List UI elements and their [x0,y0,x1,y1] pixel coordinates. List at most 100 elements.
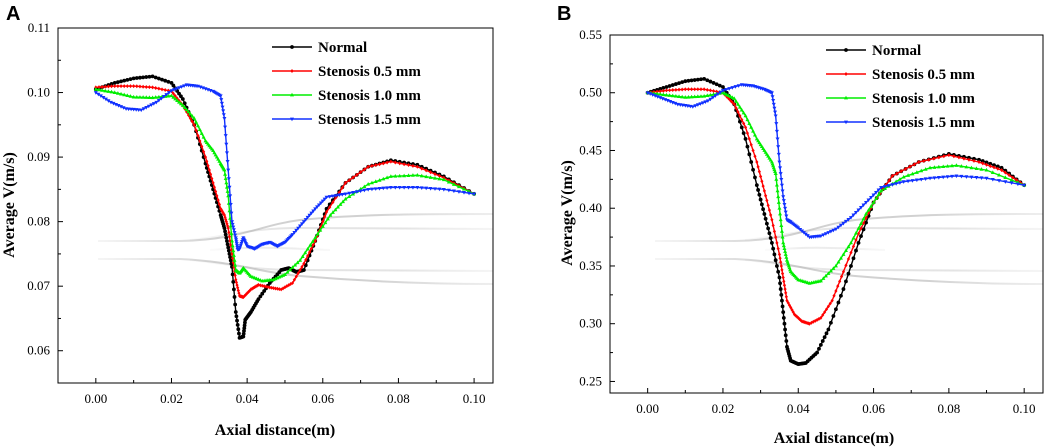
panel-a-data-point [182,84,187,88]
panel-a-data-point [106,84,111,89]
panel-b-data-point [954,174,959,179]
panel-a-data-point [206,163,210,168]
panel-a-axes-frame [57,27,494,384]
panel-a-data-point [327,195,332,199]
panel-a-data-point [159,96,164,101]
panel-b-data-point [702,76,707,81]
panel-b-data-point [775,137,780,142]
panel-a-y-tick-label: 0.06 [27,343,50,358]
panel-a-data-point [113,84,117,89]
panel-a-data-point [198,138,202,143]
panel-b-data-point [844,279,848,284]
panel-b-data-point [779,260,783,265]
panel-a-data-point [300,254,305,258]
panel-b-data-point [773,110,778,115]
panel-b-data-point [781,243,786,248]
panel-b-data-point [932,176,937,181]
panel-b-data-point [914,178,919,183]
panel-a-data-point [295,260,300,265]
panel-b-data-point [784,339,789,343]
panel-a-data-point [119,105,124,109]
panel-b-data-point [818,278,823,283]
panel-b-y-tick-label: 0.35 [579,258,602,273]
panel-a-data-point [226,245,231,250]
panel-b-data-point [658,89,662,94]
panel-b-data-point [775,240,779,245]
panel-b-data-point [770,240,774,245]
panel-b-data-point [1003,175,1008,180]
panel-a-data-point [135,84,139,89]
panel-a-data-point [128,84,133,89]
panel-b-data-point [899,169,903,174]
panel-a-x-tick-label: 0.06 [311,391,334,406]
panel-a-data-point [223,172,228,176]
panel-b-data-point [828,268,833,273]
panel-b-data-point [667,93,672,97]
panel-a-data-point [112,80,117,85]
panel-b-data-point [1011,175,1015,180]
panel-a-legend-label: Stenosis 1.5 mm [318,112,421,128]
panel-b-legend-marker [844,95,848,100]
panel-b-data-point [778,281,782,286]
panel-a-data-point [441,177,446,182]
panel-b-data-point [768,236,773,240]
panel-b-data-point [658,92,663,96]
panel-a-data-point [190,114,195,118]
panel-b-data-point [759,174,763,179]
panel-a-data-point [225,189,230,193]
panel-b-data-point [962,156,966,161]
panel-b-data-point [936,164,941,169]
panel-a-x-tick-label: 0.08 [387,391,410,406]
panel-b-data-point [819,315,823,320]
panel-b-data-point [762,188,766,193]
panel-b-data-point [683,87,687,92]
panel-b-data-point [990,177,995,182]
panel-b-data-point [1009,181,1014,186]
panel-a-data-point [174,87,179,91]
panel-b-data-point [770,217,774,222]
panel-b-data-point [689,87,694,92]
panel-a-data-point [315,205,320,209]
panel-b-data-point [828,229,833,234]
panel-a-data-point [156,76,161,81]
panel-b-legend-marker [844,72,848,76]
panel-b-data-point [833,227,838,232]
panel-b-data-point [782,246,787,251]
panel-a-data-point [303,250,308,255]
panel-b-data-point [670,100,675,105]
panel-a-data-point [150,85,155,90]
panel-b-data-point [901,174,906,179]
panel-b-legend-label: Stenosis 1.0 mm [872,91,975,107]
panel-b-data-point [776,200,781,204]
panel-a-data-point [446,179,451,184]
panel-a-data-point [302,261,306,266]
panel-b-data-point [698,94,703,98]
panel-a-data-point [415,164,419,169]
panel-a-data-point [109,84,114,89]
panel-b-data-point [928,176,933,181]
panel-b-data-point [908,164,912,169]
panel-b-data-point [708,88,713,93]
panel-a-data-point [320,199,325,204]
panel-a-data-point [96,92,101,97]
panel-b-data-point [871,200,876,204]
panel-a-data-point [467,191,472,196]
panel-b-data-point [702,94,707,98]
panel-b-data-point [774,122,779,126]
panel-b-data-point [864,201,869,205]
panel-b-data-point [693,104,698,108]
panel-a-data-point [330,210,335,214]
panel-b-data-point [753,154,757,159]
panel-a-data-point [242,323,247,328]
panel-b-data-point [941,175,946,180]
panel-b-data-point [711,89,716,94]
panel-b-data-point [977,157,981,162]
panel-b-data-point [664,88,669,93]
panel-a-data-point [288,267,292,272]
panel-a-data-point [128,94,133,98]
panel-a-legend-marker [290,69,294,73]
panel-a-data-point [402,162,406,167]
panel-a-data-point [343,180,348,185]
panel-a-data-point [100,88,105,92]
panel-b-data-point [869,204,874,208]
